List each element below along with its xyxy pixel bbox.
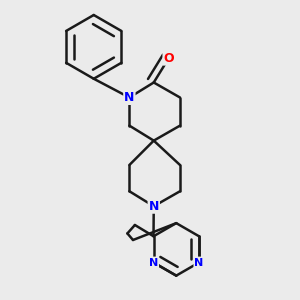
Text: N: N (149, 257, 158, 268)
Text: O: O (164, 52, 174, 64)
Text: N: N (148, 200, 159, 213)
Text: N: N (124, 91, 135, 104)
Text: N: N (194, 257, 204, 268)
